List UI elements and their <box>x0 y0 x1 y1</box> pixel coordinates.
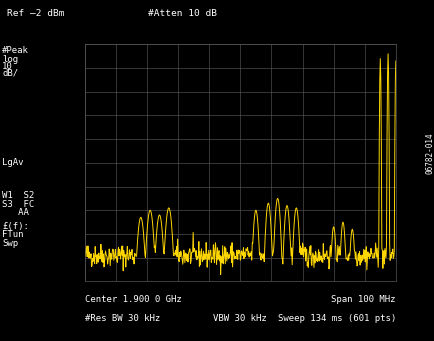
Text: W1  S2: W1 S2 <box>2 191 34 200</box>
Text: #Res BW 30 kHz: #Res BW 30 kHz <box>85 314 160 323</box>
Text: 06782-014: 06782-014 <box>424 133 433 174</box>
Text: AA: AA <box>2 208 29 217</box>
Text: dB/: dB/ <box>2 68 18 77</box>
Text: LgAv: LgAv <box>2 158 23 167</box>
Text: VBW 30 kHz: VBW 30 kHz <box>213 314 266 323</box>
Text: Ref –2 dBm: Ref –2 dBm <box>7 9 64 17</box>
Text: FTun: FTun <box>2 231 23 239</box>
Text: #Peak: #Peak <box>2 46 29 55</box>
Text: Span 100 MHz: Span 100 MHz <box>331 295 395 304</box>
Text: £(f):: £(f): <box>2 222 29 231</box>
Text: log: log <box>2 55 18 64</box>
Text: #Atten 10 dB: #Atten 10 dB <box>148 9 217 17</box>
Text: S3  FC: S3 FC <box>2 199 34 209</box>
Text: Center 1.900 0 GHz: Center 1.900 0 GHz <box>85 295 181 304</box>
Text: Sweep 134 ms (601 pts): Sweep 134 ms (601 pts) <box>277 314 395 323</box>
Text: Swp: Swp <box>2 239 18 248</box>
Text: 10: 10 <box>2 62 13 71</box>
